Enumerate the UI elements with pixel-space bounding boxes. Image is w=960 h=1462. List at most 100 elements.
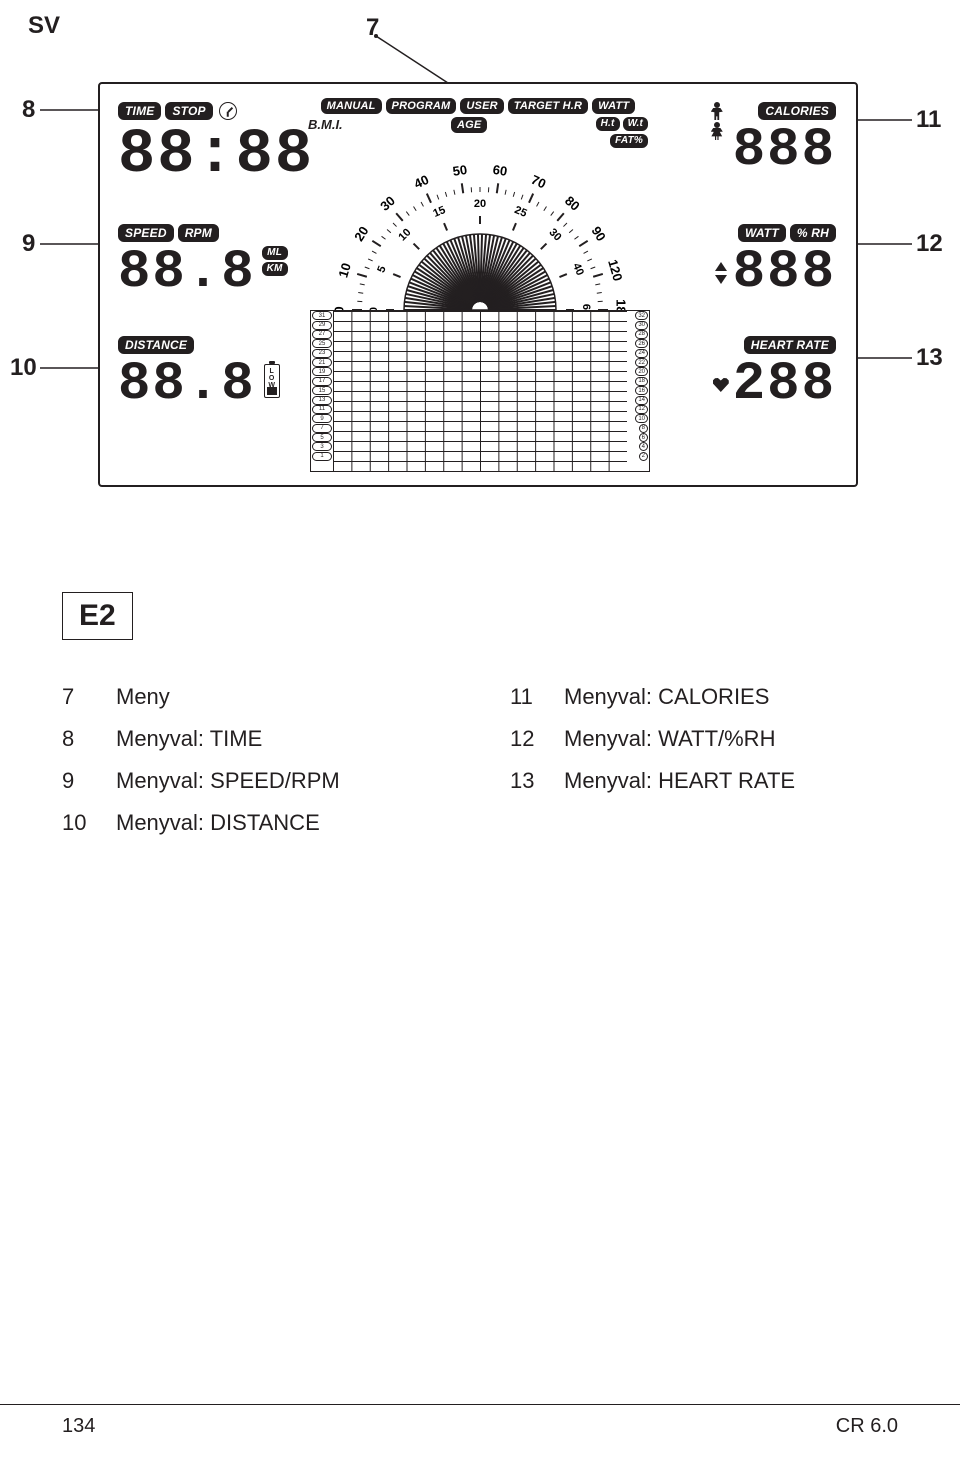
bmi-text: B.M.I.: [308, 117, 343, 132]
legend-row: 11 Menyval: CALORIES: [510, 684, 898, 710]
callout-13-label: 13: [916, 344, 943, 372]
speed-block: SPEED RPM 88.8 ML KM: [118, 224, 288, 300]
lcd-display: TIME STOP 88:88 SPEED RPM 88.8 ML KM DIS…: [98, 82, 858, 487]
age-chip: AGE: [451, 117, 487, 133]
matrix-row-label: 10: [635, 414, 648, 423]
legend-left-col: 7Meny8Menyval: TIME9Menyval: SPEED/RPM10…: [62, 684, 450, 852]
matrix-row-label: 24: [635, 349, 648, 358]
svg-text:70: 70: [529, 172, 548, 192]
matrix-row-label: 23: [312, 349, 332, 358]
callout-line: [40, 243, 102, 245]
matrix-row-label: 14: [635, 396, 648, 405]
legend: 7Meny8Menyval: TIME9Menyval: SPEED/RPM10…: [62, 684, 898, 852]
target-hr-chip: TARGET H.R: [508, 98, 588, 114]
calories-chip: CALORIES: [758, 102, 836, 120]
manual-chip: MANUAL: [321, 98, 382, 114]
matrix-row-label: 1: [312, 452, 332, 461]
distance-block: DISTANCE 88.8 LOW: [118, 336, 280, 412]
person-male-icon: [711, 102, 723, 120]
heart-rate-block: HEART RATE 288: [713, 336, 836, 412]
legend-num: 11: [510, 684, 540, 710]
matrix-row-label: 15: [312, 386, 332, 395]
km-chip: KM: [262, 262, 288, 276]
matrix-row-label: 20: [635, 367, 648, 376]
e2-tag: E2: [62, 592, 133, 640]
matrix-right-labels: 3230282624222018161412108642: [627, 311, 649, 471]
matrix-row-label: 29: [312, 321, 332, 330]
legend-num: 8: [62, 726, 92, 752]
ml-chip: ML: [262, 246, 288, 260]
watt-mode-chip: WATT: [592, 98, 635, 114]
legend-row: 7Meny: [62, 684, 450, 710]
legend-text: Menyval: SPEED/RPM: [116, 768, 340, 794]
legend-row: 10Menyval: DISTANCE: [62, 810, 450, 836]
matrix-row-label: 16: [635, 386, 648, 395]
svg-text:20: 20: [351, 224, 371, 244]
matrix-row-label: 28: [635, 330, 648, 339]
watt-chip: WATT: [738, 224, 786, 242]
svg-text:40: 40: [412, 172, 431, 192]
level-matrix: 312927252321191715131197531 323028262422…: [310, 310, 650, 472]
ht-chip: H.t: [596, 117, 620, 131]
matrix-row-label: 2: [639, 452, 648, 461]
page-header: SV: [28, 12, 60, 40]
clock-icon: [219, 102, 237, 120]
time-digits: 88:88: [118, 124, 314, 186]
matrix-row-label: 26: [635, 339, 648, 348]
matrix-row-label: 5: [312, 433, 332, 442]
matrix-row-label: 32: [635, 311, 648, 320]
matrix-row-label: 9: [312, 414, 332, 423]
user-chip: USER: [460, 98, 503, 114]
person-icons: [711, 102, 723, 140]
matrix-row-label: 21: [312, 358, 332, 367]
program-chip: PROGRAM: [386, 98, 457, 114]
legend-num: 9: [62, 768, 92, 794]
speed-digits: 88.8: [118, 246, 256, 300]
heart-rate-digits: 288: [733, 358, 836, 412]
rpm-chip: RPM: [178, 224, 219, 242]
matrix-row-label: 19: [312, 367, 332, 376]
stop-chip: STOP: [165, 102, 212, 120]
matrix-row-label: 30: [635, 321, 648, 330]
time-chip: TIME: [118, 102, 161, 120]
matrix-row-label: 7: [312, 424, 332, 433]
svg-text:5: 5: [375, 264, 388, 274]
svg-text:40: 40: [570, 261, 586, 277]
legend-num: 7: [62, 684, 92, 710]
heart-icon: [713, 378, 729, 392]
matrix-row-label: 25: [312, 339, 332, 348]
wt-chip: W.t: [623, 117, 648, 131]
svg-text:50: 50: [452, 162, 468, 179]
legend-text: Menyval: CALORIES: [564, 684, 769, 710]
matrix-row-label: 11: [312, 405, 332, 414]
page-footer: 134 CR 6.0: [0, 1404, 960, 1438]
calories-digits: 888: [733, 124, 836, 178]
callout-line: [858, 357, 912, 359]
callout-line: [858, 119, 912, 121]
svg-text:30: 30: [546, 226, 563, 243]
watt-arrows: [715, 262, 727, 284]
matrix-grid: [333, 311, 627, 471]
matrix-row-label: 8: [639, 424, 648, 433]
display-wrapper: 7 8 9 10 11 12 13 TIME STOP: [98, 82, 880, 487]
legend-num: 10: [62, 810, 92, 836]
matrix-row-label: 31: [312, 311, 332, 320]
svg-text:120: 120: [605, 258, 626, 283]
arrow-down-icon: [715, 275, 727, 284]
matrix-row-label: 4: [639, 442, 648, 451]
matrix-row-label: 22: [635, 358, 648, 367]
svg-text:15: 15: [431, 204, 447, 220]
legend-text: Menyval: WATT/%RH: [564, 726, 775, 752]
callout-10-label: 10: [10, 354, 37, 382]
footer-model: CR 6.0: [836, 1415, 898, 1438]
pct-rh-chip: % RH: [790, 224, 836, 242]
matrix-row-label: 13: [312, 396, 332, 405]
distance-chip: DISTANCE: [118, 336, 194, 354]
callout-12-label: 12: [916, 230, 943, 258]
svg-text:25: 25: [513, 204, 529, 220]
matrix-row-label: 12: [635, 405, 648, 414]
svg-text:90: 90: [588, 224, 608, 244]
svg-text:60: 60: [492, 162, 508, 179]
callout-8-label: 8: [22, 96, 35, 124]
legend-text: Menyval: HEART RATE: [564, 768, 795, 794]
